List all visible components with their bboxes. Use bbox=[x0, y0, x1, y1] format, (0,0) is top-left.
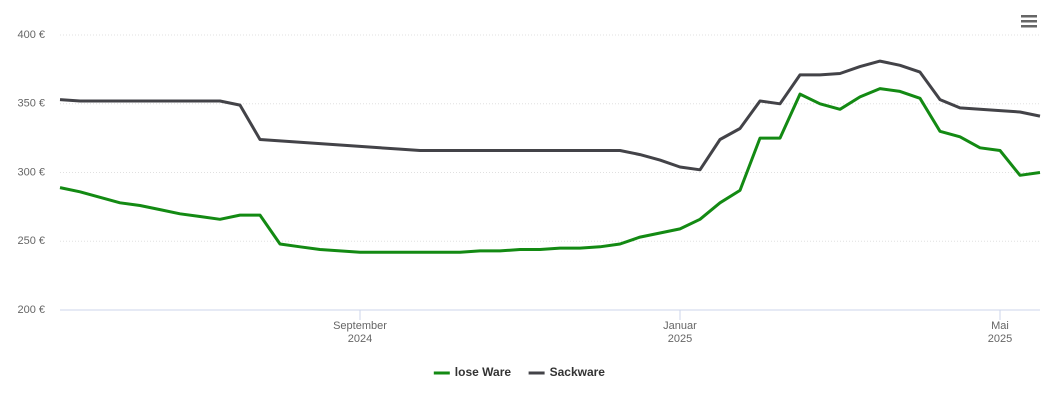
legend-item[interactable]: Sackware bbox=[528, 365, 606, 379]
x-tick-label: September 2024 bbox=[333, 320, 387, 345]
y-tick-label: 350 € bbox=[17, 98, 45, 110]
x-tick-label: Januar 2025 bbox=[663, 320, 697, 345]
menu-icon-bar[interactable] bbox=[1021, 20, 1037, 23]
y-tick-label: 300 € bbox=[17, 166, 45, 178]
series-line bbox=[59, 87, 1041, 254]
menu-icon-bar[interactable] bbox=[1021, 15, 1037, 18]
legend: lose Ware Sackware bbox=[433, 365, 606, 379]
legend-label[interactable]: lose Ware bbox=[455, 365, 512, 379]
x-tick-label: Mai 2025 bbox=[988, 320, 1012, 345]
legend-label[interactable]: Sackware bbox=[550, 365, 606, 379]
y-tick-label: 250 € bbox=[17, 235, 45, 247]
series-line bbox=[59, 59, 1041, 172]
y-tick-label: 200 € bbox=[17, 304, 45, 316]
menu-icon-bar[interactable] bbox=[1021, 25, 1037, 28]
y-tick-label: 400 € bbox=[17, 29, 45, 41]
legend-item[interactable]: lose Ware bbox=[433, 365, 512, 379]
menu-button[interactable] bbox=[1018, 12, 1040, 32]
